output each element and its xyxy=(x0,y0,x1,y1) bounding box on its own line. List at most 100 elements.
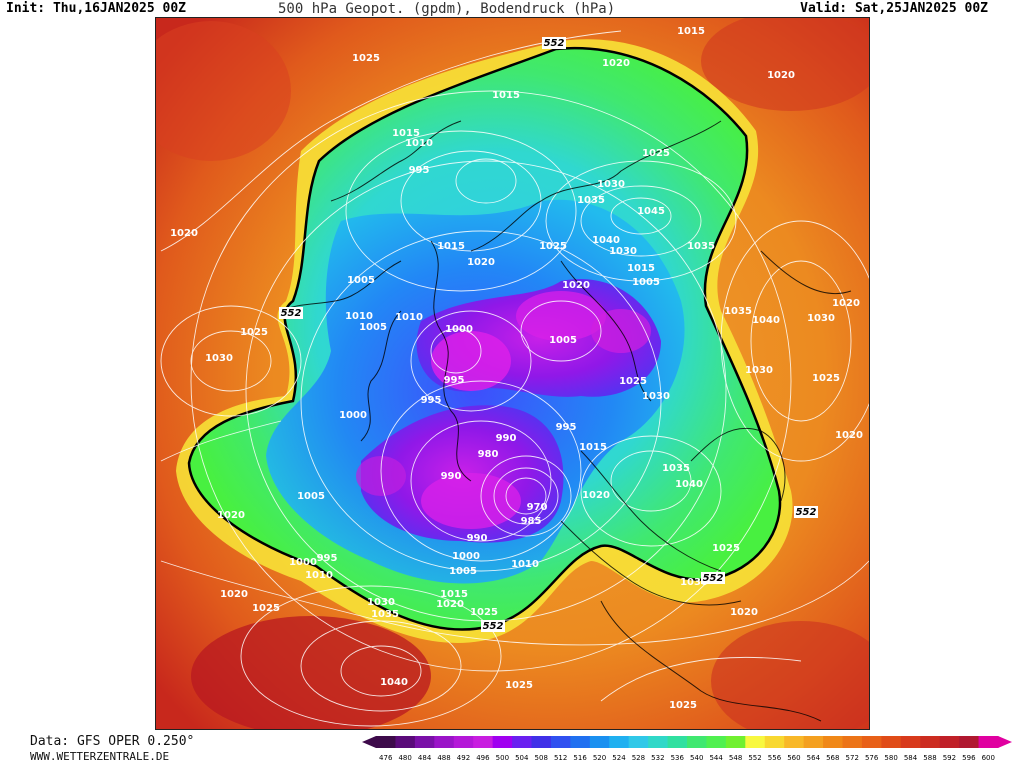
pressure-label: 1035 xyxy=(724,306,752,317)
legend-swatch xyxy=(978,736,999,748)
legend-tick-label: 524 xyxy=(612,754,626,762)
pressure-label: 1035 xyxy=(662,463,690,474)
contour-label-box xyxy=(701,572,725,584)
pressure-label: 1030 xyxy=(609,246,637,257)
legend-swatch xyxy=(881,736,902,748)
pressure-label: 1040 xyxy=(592,235,620,246)
legend-swatch xyxy=(550,736,571,748)
pressure-label: 995 xyxy=(444,375,465,386)
legend-tick-label: 540 xyxy=(690,754,703,762)
legend-swatch xyxy=(395,736,416,748)
contour-label-552: 552 xyxy=(281,308,302,319)
legend-arrow-left xyxy=(362,736,376,748)
pressure-label: 1005 xyxy=(359,322,387,333)
pressure-label: 1025 xyxy=(539,241,567,252)
legend-tick-label: 568 xyxy=(826,754,839,762)
pressure-label: 1025 xyxy=(712,543,740,554)
pressure-label: 1005 xyxy=(549,335,577,346)
color-legend: 476 480 484 488 492 496 500 504 508 512 516 520 524 5… xyxy=(362,736,1012,764)
pressure-label: 1000 xyxy=(452,551,480,562)
pressure-label: 1015 xyxy=(627,263,655,274)
pressure-label: 1025 xyxy=(505,680,533,691)
legend-swatch xyxy=(706,736,727,748)
pressure-label: 1020 xyxy=(436,599,464,610)
pressure-label: 980 xyxy=(478,449,499,460)
legend-swatch xyxy=(803,736,824,748)
legend-tick-label: 504 xyxy=(515,754,529,762)
legend-tick-label: 564 xyxy=(807,754,821,762)
legend-swatch xyxy=(667,736,688,748)
pressure-label: 1035 xyxy=(577,195,605,206)
pressure-label: 990 xyxy=(467,533,488,544)
legend-swatch xyxy=(531,736,552,748)
legend-swatch xyxy=(609,736,630,748)
pressure-label: 1005 xyxy=(347,275,375,286)
pressure-label: 1020 xyxy=(832,298,860,309)
pressure-label: 1030 xyxy=(367,597,395,608)
legend-tick-label: 480 xyxy=(398,754,411,762)
legend-tick-label: 520 xyxy=(593,754,606,762)
pressure-label: 995 xyxy=(317,553,338,564)
pressure-label: 1035 xyxy=(687,241,715,252)
pressure-label: 1025 xyxy=(252,603,280,614)
pressure-label: 995 xyxy=(409,165,430,176)
pressure-label: 1020 xyxy=(467,257,495,268)
pressure-label: 1000 xyxy=(289,557,317,568)
legend-swatch xyxy=(687,736,707,748)
pressure-label: 1000 xyxy=(445,324,473,335)
pressure-label: 1015 xyxy=(492,90,520,101)
init-time: Init: Thu,16JAN2025 00Z xyxy=(6,1,187,16)
legend-tick-label: 560 xyxy=(787,754,800,762)
pressure-label: 1010 xyxy=(405,138,433,149)
geopotential-map: 1025 1015 1020 1020 1015 1015 1010 995 1025 1030 1… xyxy=(155,17,870,730)
legend-tick-label: 588 xyxy=(923,754,936,762)
pressure-label: 970 xyxy=(527,502,548,513)
pressure-label: 1030 xyxy=(745,365,773,376)
pressure-label: 1015 xyxy=(677,26,705,37)
pressure-label: 1030 xyxy=(205,353,233,364)
legend-tick-label: 516 xyxy=(573,754,587,762)
legend-tick-label: 572 xyxy=(846,754,859,762)
legend-tick-label: 548 xyxy=(729,754,742,762)
legend-tick-label: 508 xyxy=(535,754,548,762)
pressure-label: 1040 xyxy=(752,315,780,326)
pressure-label: 1010 xyxy=(305,570,333,581)
legend-swatch xyxy=(725,736,746,748)
contour-label-box xyxy=(542,37,566,49)
pressure-label: 985 xyxy=(521,516,542,527)
legend-tick-label: 488 xyxy=(437,754,450,762)
legend-tick-label: 596 xyxy=(962,754,976,762)
pressure-label: 1010 xyxy=(395,312,423,323)
legend-swatch xyxy=(861,736,882,748)
pressure-label: 1025 xyxy=(642,148,670,159)
pressure-label: 1015 xyxy=(579,442,607,453)
data-source: Data: GFS OPER 0.250° xyxy=(30,734,195,749)
legend-tick-label: 600 xyxy=(982,754,995,762)
pressure-label: 1030 xyxy=(597,179,625,190)
pressure-label: 1005 xyxy=(297,491,325,502)
legend-tick-label: 496 xyxy=(476,754,490,762)
pressure-labels: 1025101510201020101510151010995102510301… xyxy=(170,26,863,711)
legend-swatch xyxy=(570,736,591,748)
pressure-label: 1020 xyxy=(767,70,795,81)
pressure-label: 995 xyxy=(556,422,577,433)
legend-tick-label: 592 xyxy=(943,754,956,762)
legend-swatch xyxy=(842,736,863,748)
contour-label-box xyxy=(481,620,505,632)
legend-swatch xyxy=(648,736,669,748)
pressure-label: 1030 xyxy=(680,577,708,588)
pressure-label: 1020 xyxy=(582,490,610,501)
legend-swatch xyxy=(823,736,843,748)
contour-label-552: 552 xyxy=(796,507,817,518)
pressure-label: 1020 xyxy=(602,58,630,69)
pressure-label: 1015 xyxy=(440,589,468,600)
legend-swatch xyxy=(939,736,960,748)
contour-label-552: 552 xyxy=(544,38,565,49)
pressure-label: 1020 xyxy=(730,607,758,618)
pressure-label: 1005 xyxy=(449,566,477,577)
legend-swatch xyxy=(434,736,455,748)
website-credit: WWW.WETTERZENTRALE.DE xyxy=(30,750,170,763)
legend-tick-label: 552 xyxy=(748,754,761,762)
pressure-label: 1025 xyxy=(619,376,647,387)
pressure-label: 1025 xyxy=(470,607,498,618)
